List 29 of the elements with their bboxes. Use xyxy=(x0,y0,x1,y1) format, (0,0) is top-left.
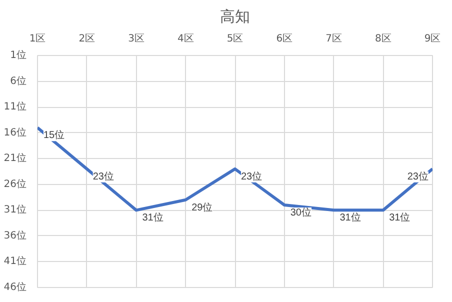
y-tick-label: 6位 xyxy=(10,74,27,87)
x-tick-label: 1区 xyxy=(29,34,46,44)
data-label: 23位 xyxy=(407,170,428,182)
data-label: 29位 xyxy=(192,201,213,214)
y-tick-label: 21位 xyxy=(4,152,27,164)
y-tick-label: 41位 xyxy=(4,255,27,268)
y-tick-label: 1位 xyxy=(10,49,27,61)
data-label: 15位 xyxy=(44,129,65,142)
x-tick-label: 2区 xyxy=(78,34,96,44)
data-label: 30位 xyxy=(290,206,312,219)
data-label: 31位 xyxy=(142,212,164,224)
data-label: 23位 xyxy=(92,170,114,182)
y-tick-label: 11位 xyxy=(4,100,27,113)
y-tick-label: 26位 xyxy=(4,178,27,190)
chart-title: 高知 xyxy=(220,8,250,26)
x-tick-label: 3区 xyxy=(128,34,144,44)
x-tick-label: 7区 xyxy=(326,34,342,44)
data-label: 23位 xyxy=(241,170,262,182)
y-tick-label: 16位 xyxy=(4,126,27,138)
x-tick-label: 9区 xyxy=(424,34,441,44)
data-label: 31位 xyxy=(340,212,361,224)
x-tick-label: 5区 xyxy=(226,34,244,44)
y-tick-label: 46位 xyxy=(4,281,27,293)
data-label: 31位 xyxy=(389,212,410,224)
y-tick-label: 31位 xyxy=(4,204,27,216)
y-tick-label: 36位 xyxy=(4,229,27,242)
x-tick-label: 4区 xyxy=(177,34,194,44)
x-tick-label: 6区 xyxy=(276,34,293,44)
x-tick-label: 8区 xyxy=(374,34,392,44)
